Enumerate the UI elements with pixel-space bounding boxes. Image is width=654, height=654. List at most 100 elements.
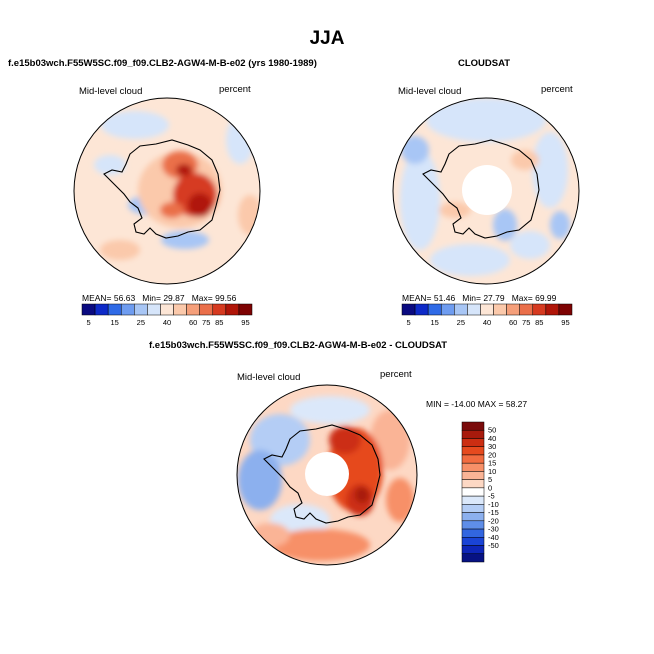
panel2-colorbar-swatch [506, 303, 520, 316]
panel2-colorbar-label: 75 [522, 318, 530, 327]
panel2-colorbar-swatch [401, 303, 416, 316]
panel2-colorbar-label: 5 [406, 318, 410, 327]
panel3-colorbar-label: -10 [488, 500, 499, 509]
panel3-colorbar-swatch [461, 495, 485, 505]
panel1-colorbar-swatch [238, 303, 253, 316]
panel3-colorbar-label: -30 [488, 525, 499, 534]
panel1-colorbar-swatch [120, 303, 135, 316]
panel1-colorbar-swatch [225, 303, 240, 316]
panel1-colorbar-swatch [107, 303, 122, 316]
panel1-mean-value: 56.63 [113, 293, 136, 303]
panel3-colorbar-swatch [461, 537, 485, 546]
panel2-mean-value: 51.46 [433, 293, 456, 303]
panel3-colorbar-swatch [461, 462, 485, 472]
panel3-colorbar-label: 0 [488, 483, 492, 492]
panel3-colorbar-swatch [461, 487, 485, 497]
panel1-colorbar-swatch [212, 303, 227, 316]
panel3-units-label: percent [380, 369, 412, 380]
panel1-colorbar-label: 95 [241, 318, 249, 327]
panel1-colorbar-label: 85 [215, 318, 223, 327]
panel3-colorbar-label: 15 [488, 459, 496, 468]
panel2-colorbar-label: 15 [431, 318, 439, 327]
panel3-colorbar-swatch [461, 553, 485, 563]
panel2-colorbar-swatch [427, 303, 442, 316]
panel1-map [73, 97, 261, 285]
panel2-colorbar-swatch [454, 303, 468, 316]
panel3-colorbar-label: 20 [488, 450, 496, 459]
panel3-colorbar-label: -40 [488, 533, 499, 542]
panel2-variable-label: Mid-level cloud [398, 86, 462, 97]
panel1-colorbar-swatch [81, 303, 96, 316]
panel3-map [236, 384, 418, 566]
panel2-min-label: Min= [462, 293, 481, 303]
panel2-colorbar-swatch [545, 303, 560, 316]
panel1-min-value: 29.87 [163, 293, 185, 303]
panel3-colorbar-swatch [461, 520, 485, 530]
panel1-colorbar-label: 25 [137, 318, 145, 327]
panel1-max-label: Max= [191, 293, 213, 303]
panel1-colorbar-label: 60 [189, 318, 197, 327]
panel2-colorbar-swatch [480, 303, 494, 316]
panel2-mean-label: MEAN= [402, 293, 432, 303]
panel2-colorbar-swatch [440, 303, 455, 316]
panel3-colorbar-label: -50 [488, 541, 499, 550]
panel3-colorbar-label: -20 [488, 516, 499, 525]
panel1-units-label: percent [219, 84, 251, 95]
panel2-colorbar-swatch [414, 303, 429, 316]
panel2-colorbar-swatch [493, 303, 507, 316]
panel1-colorbar-swatch [94, 303, 109, 316]
panel2-colorbar: 5 15 25 40 60 75 85 95 [401, 303, 573, 327]
panel2-colorbar-label: 40 [483, 318, 491, 327]
panel3-colorbar-label: 50 [488, 426, 496, 435]
figure-title: JJA [309, 28, 345, 49]
panel3-colorbar-swatch [461, 528, 485, 538]
panel3-colorbar-swatch [461, 421, 485, 431]
panel2-colorbar-swatch [519, 303, 534, 316]
panel1-colorbar-swatch [134, 303, 148, 316]
panel3-colorbar-label: -5 [488, 492, 495, 501]
panel3-colorbar-label: 30 [488, 442, 496, 451]
panel3-minmax: MIN = -14.00 MAX = 58.27 [426, 399, 528, 409]
panel1-colorbar-swatch [173, 303, 187, 316]
panel1-stats: MEAN= 56.63 Min= 29.87 Max= 99.56 [82, 293, 236, 303]
panel1-title: f.e15b03wch.F55W5SC.f09_f09.CLB2-AGW4-M-… [8, 58, 317, 69]
panel3-colorbar-swatch [461, 429, 485, 439]
panel1-colorbar-swatch [160, 303, 174, 316]
panel2-stats: MEAN= 51.46 Min= 27.79 Max= 69.99 [402, 293, 556, 303]
panel1-colorbar: 5 15 25 40 60 75 85 95 [81, 303, 253, 327]
panel2-colorbar-swatch [532, 303, 547, 316]
panel3-colorbar-swatch [461, 471, 485, 480]
panel2-units-label: percent [541, 84, 573, 95]
panel1-max-value: 99.56 [215, 293, 237, 303]
panel1-variable-label: Mid-level cloud [79, 86, 143, 97]
panel3-colorbar-swatch [461, 438, 485, 447]
panel3-colorbar-swatch [461, 512, 485, 522]
panel2-map [392, 97, 580, 285]
panel1-colorbar-label: 75 [202, 318, 210, 327]
panel2-colorbar-label: 85 [535, 318, 543, 327]
panel3-colorbar-swatch [461, 446, 485, 456]
panel2-colorbar-label: 25 [457, 318, 465, 327]
panel1-mean-label: MEAN= [82, 293, 112, 303]
panel3-colorbar-label: -15 [488, 508, 499, 517]
panel1-min-label: Min= [142, 293, 161, 303]
panel2-colorbar-label: 95 [561, 318, 569, 327]
panel3-colorbar-label: 5 [488, 475, 492, 484]
panel2-colorbar-swatch [558, 303, 573, 316]
panel2-max-value: 69.99 [535, 293, 557, 303]
panel1-colorbar-swatch [199, 303, 214, 316]
panel2-title: CLOUDSAT [458, 58, 511, 69]
panel3-colorbar-swatch [461, 479, 485, 489]
panel2-colorbar-swatch [467, 303, 481, 316]
panel2-min-value: 27.79 [483, 293, 505, 303]
panel3-colorbar-swatch [461, 504, 485, 513]
panel2-colorbar-label: 60 [509, 318, 517, 327]
panel1-colorbar-swatch [186, 303, 200, 316]
panel1-colorbar-label: 40 [163, 318, 171, 327]
panel2-max-label: Max= [511, 293, 533, 303]
panel3-colorbar-label: 40 [488, 434, 496, 443]
panel3-variable-label: Mid-level cloud [237, 372, 301, 383]
panel3-title: f.e15b03wch.F55W5SC.f09_f09.CLB2-AGW4-M-… [149, 340, 448, 351]
